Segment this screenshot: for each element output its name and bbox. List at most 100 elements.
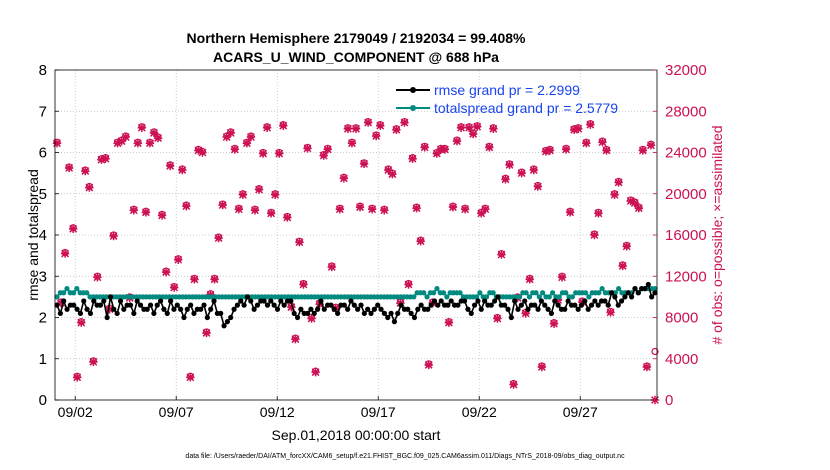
- x-tick-label: 09/02: [58, 404, 93, 420]
- rmse-point: [585, 306, 591, 312]
- obs-assimilated-point: [295, 238, 304, 247]
- obs-possible-point: [651, 347, 659, 356]
- rmse-point: [308, 306, 314, 312]
- obs-assimilated-point: [149, 128, 159, 138]
- rmse-point: [335, 310, 341, 316]
- obs-assimilated-point: [287, 302, 296, 312]
- obs-assimilated-point: [501, 175, 510, 184]
- obs-assimilated-point: [93, 273, 102, 282]
- obs-assimilated-point: [254, 185, 264, 194]
- obs-assimilated-point: [444, 318, 454, 327]
- rmse-point: [572, 302, 578, 308]
- y-left-tick-label: 1: [39, 351, 47, 368]
- rmse-point: [244, 294, 251, 300]
- obs-assimilated-point: [202, 328, 211, 338]
- rmse-point: [254, 302, 261, 308]
- obs-assimilated-point: [614, 178, 623, 187]
- rmse-point: [241, 302, 247, 308]
- rmse-point: [592, 298, 598, 304]
- rmse-point: [157, 298, 164, 304]
- obs-assimilated-point: [129, 206, 138, 215]
- rmse-point: [471, 302, 478, 308]
- obs-assimilated-point: [545, 146, 555, 155]
- obs-assimilated-point: [367, 205, 377, 214]
- spread-point: [540, 290, 546, 296]
- obs-assimilated-point: [404, 280, 413, 289]
- obs-assimilated-point: [355, 202, 365, 212]
- spread-point: [61, 290, 67, 296]
- rmse-point: [81, 298, 87, 304]
- rmse-point: [64, 306, 70, 312]
- obs-assimilated-point: [618, 261, 627, 271]
- rmse-point: [492, 298, 498, 304]
- rmse-point: [565, 298, 571, 304]
- rmse-point: [545, 306, 551, 312]
- rmse-point: [475, 298, 481, 304]
- obs-assimilated-point: [440, 145, 450, 154]
- rmse-point: [261, 298, 267, 304]
- rmse-point: [448, 298, 454, 304]
- obs-assimilated-point: [432, 149, 442, 158]
- rmse-point: [635, 290, 641, 296]
- obs-assimilated-point: [594, 209, 603, 218]
- rmse-point: [535, 306, 541, 312]
- rmse-point: [311, 310, 317, 316]
- rmse-point: [431, 298, 438, 304]
- legend-spread-marker: [410, 105, 416, 111]
- rmse-point: [274, 306, 281, 312]
- obs-assimilated-point: [424, 360, 433, 370]
- obs-assimilated-point: [351, 124, 361, 133]
- spread-point: [70, 290, 77, 296]
- rmse-point: [378, 306, 384, 312]
- spread-point: [434, 286, 440, 292]
- obs-assimilated-point: [270, 190, 280, 199]
- rmse-point: [321, 306, 327, 312]
- rmse-point: [505, 306, 511, 312]
- x-tick-label: 09/07: [159, 404, 194, 420]
- obs-assimilated-point: [509, 380, 518, 389]
- rmse-point: [495, 294, 501, 300]
- rmse-point: [211, 298, 217, 304]
- rmse-point: [191, 310, 197, 316]
- y-right-tick-label: 32000: [665, 62, 707, 79]
- y-left-tick-label: 4: [39, 227, 47, 244]
- spread-point: [84, 290, 90, 296]
- spread-point: [411, 294, 417, 300]
- obs-assimilated-point: [169, 283, 179, 292]
- rmse-point: [181, 314, 187, 321]
- rmse-point: [391, 319, 398, 325]
- obs-assimilated-point: [622, 242, 631, 251]
- rmse-point: [618, 298, 625, 304]
- spread-point: [596, 290, 602, 296]
- obs-assimilated-point: [529, 165, 538, 175]
- obs-assimilated-point: [363, 118, 373, 127]
- obs-assimilated-point: [319, 151, 328, 160]
- x-tick-label: 09/17: [361, 404, 396, 420]
- obs-assimilated-point: [327, 262, 336, 272]
- rmse-point: [438, 298, 444, 304]
- rmse-point: [411, 314, 418, 321]
- rmse-point: [147, 302, 154, 308]
- obs-assimilated-point: [400, 118, 409, 127]
- rmse-point: [642, 286, 648, 292]
- obs-assimilated-point: [565, 208, 575, 217]
- obs-assimilated-point: [56, 298, 66, 308]
- spread-point: [546, 294, 552, 300]
- data-file-footnote: data file: /Users/raeder/DAI/ATM_forcXX/…: [185, 453, 625, 460]
- obs-assimilated-point: [157, 211, 167, 220]
- rmse-point: [358, 302, 364, 308]
- obs-assimilated-point: [222, 132, 231, 142]
- obs-assimilated-point: [485, 143, 494, 152]
- spread-point: [549, 290, 556, 296]
- obs-assimilated-point: [121, 132, 130, 142]
- rmse-point: [304, 310, 311, 316]
- rmse-point: [228, 314, 234, 321]
- rmse-point: [555, 302, 561, 308]
- rmse-point: [238, 298, 244, 304]
- obs-assimilated-point: [133, 139, 143, 148]
- obs-assimilated-point: [549, 319, 559, 328]
- rmse-point: [54, 302, 60, 308]
- spread-point: [569, 294, 575, 300]
- obs-assimilated-point: [190, 275, 199, 284]
- obs-assimilated-point: [481, 205, 490, 214]
